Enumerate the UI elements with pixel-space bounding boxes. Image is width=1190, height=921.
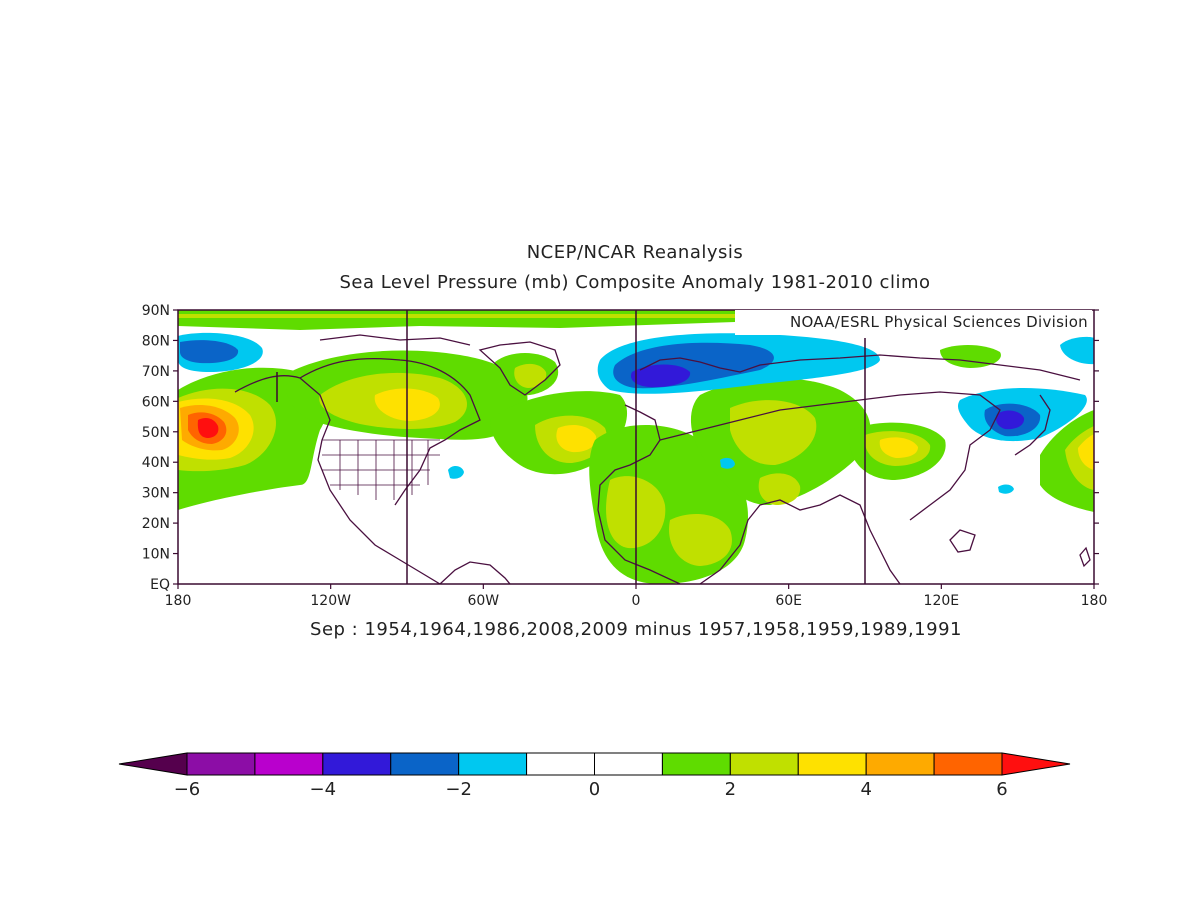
colorbar-tick-label: 4	[860, 779, 871, 800]
colorbar-segment	[322, 752, 392, 776]
composite-years-label: Sep : 1954,1964,1986,2008,2009 minus 195…	[310, 619, 962, 640]
lon-label: 180	[165, 593, 192, 609]
lat-label: 60N	[142, 394, 170, 410]
lon-label: 120E	[924, 593, 960, 609]
credit-label: NOAA/ESRL Physical Sciences Division	[735, 310, 1092, 335]
colorbar-tick-label: −2	[445, 779, 472, 800]
colorbar-low-arrow	[118, 752, 188, 776]
lat-label: 90N	[142, 303, 170, 319]
colorbar-tick-label: 0	[589, 779, 600, 800]
lat-label: 20N	[142, 516, 170, 532]
colorbar-tick-label: −6	[174, 779, 201, 800]
coastlines	[234, 334, 1091, 584]
map-subtitle: Sea Level Pressure (mb) Composite Anomal…	[339, 272, 931, 293]
colorbar-segment	[254, 752, 324, 776]
lat-label: 30N	[142, 486, 170, 502]
colorbar-segment	[458, 752, 528, 776]
colorbar-segment	[390, 752, 460, 776]
colorbar-segment	[865, 752, 935, 776]
longitude-labels: 180 120W 60W 0 60E 120E 180	[165, 593, 1108, 609]
lat-label: 50N	[142, 425, 170, 441]
lat-label: 10N	[142, 547, 170, 563]
colorbar-high-arrow	[1001, 752, 1071, 776]
colorbar-tick-label: 6	[996, 779, 1007, 800]
colorbar-tick-label: 2	[725, 779, 736, 800]
lon-label: 180	[1081, 593, 1108, 609]
lon-label: 120W	[310, 593, 351, 609]
axis-ticks	[173, 309, 1099, 589]
latitude-labels: 90N 80N 70N 60N 50N 40N 30N 20N 10N EQ	[142, 303, 170, 593]
colorbar-segment	[933, 752, 1003, 776]
colorbar-segment	[186, 752, 256, 776]
lon-label: 60E	[775, 593, 802, 609]
state-boundaries	[322, 439, 440, 500]
lat-label: 70N	[142, 364, 170, 380]
lat-label: 80N	[142, 333, 170, 349]
lon-label: 0	[632, 593, 641, 609]
colorbar-segment	[729, 752, 799, 776]
colorbar-segment	[526, 752, 595, 776]
lat-label: 40N	[142, 455, 170, 471]
colorbar-segment	[797, 752, 867, 776]
reference-meridians	[276, 310, 866, 584]
map-title: NCEP/NCAR Reanalysis	[526, 242, 744, 263]
lon-label: 60W	[467, 593, 499, 609]
colorbar-tick-labels: −6 −4 −2 0 2 4 6	[174, 779, 1008, 800]
colorbar-segment	[661, 752, 731, 776]
colorbar	[118, 752, 1071, 776]
colorbar-segment	[594, 752, 663, 776]
lat-label: EQ	[150, 577, 170, 593]
colorbar-tick-label: −4	[310, 779, 337, 800]
